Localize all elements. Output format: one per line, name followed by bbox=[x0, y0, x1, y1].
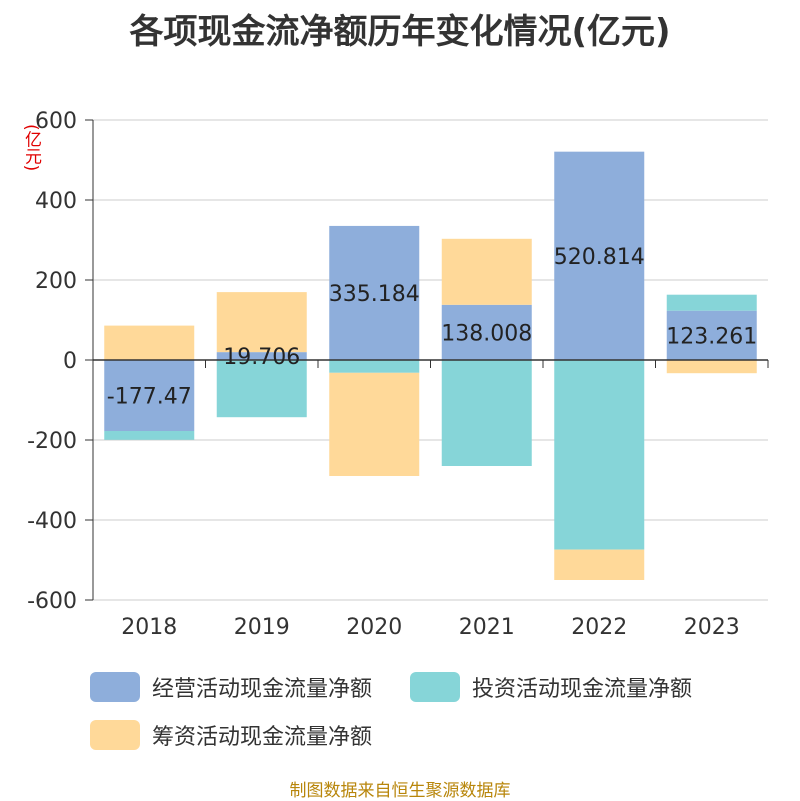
data-label: 335.184 bbox=[329, 282, 420, 307]
y-tick-label: 0 bbox=[63, 349, 77, 374]
y-axis-unit: (亿元) bbox=[21, 124, 41, 172]
y-tick-label: -200 bbox=[27, 429, 77, 454]
bar-segment bbox=[554, 549, 645, 580]
y-tick-label: -400 bbox=[27, 509, 77, 534]
bar-segment bbox=[441, 360, 532, 466]
bar-segment bbox=[104, 360, 195, 431]
bar-segment bbox=[554, 151, 645, 360]
legend-label-financing: 筹资活动现金流量净额 bbox=[152, 725, 373, 750]
legend-swatch-financing bbox=[90, 720, 140, 750]
bar-segment bbox=[441, 304, 532, 360]
data-label: 123.261 bbox=[666, 324, 757, 349]
bar-segment bbox=[441, 238, 532, 305]
x-tick-label: 2018 bbox=[121, 615, 177, 640]
x-tick-label: 2022 bbox=[571, 615, 627, 640]
bar-segment bbox=[329, 225, 420, 360]
y-tick-label: 200 bbox=[35, 269, 77, 294]
chart-title: 各项现金流净额历年变化情况(亿元) bbox=[129, 12, 671, 52]
y-tick-label: 400 bbox=[35, 189, 77, 214]
bar-segment bbox=[666, 360, 757, 374]
legend-item-financing[interactable]: 筹资活动现金流量净额 bbox=[90, 720, 372, 750]
legend-item-investing[interactable]: 投资活动现金流量净额 bbox=[410, 672, 692, 702]
legend-label-investing: 投资活动现金流量净额 bbox=[472, 677, 693, 702]
legend-swatch-investing bbox=[410, 672, 460, 702]
bar-segment bbox=[666, 294, 757, 311]
y-tick-label: -600 bbox=[27, 589, 77, 614]
bar-segment bbox=[104, 325, 195, 360]
legend-item-operating[interactable]: 经营活动现金流量净额 bbox=[90, 672, 372, 702]
bar-segment bbox=[329, 372, 420, 476]
x-tick-label: 2020 bbox=[346, 615, 402, 640]
data-label: 520.814 bbox=[554, 245, 645, 270]
bar-segment bbox=[666, 310, 757, 360]
bar-segment bbox=[104, 430, 195, 440]
legend-swatch-operating bbox=[90, 672, 140, 702]
x-tick-label: 2021 bbox=[459, 615, 515, 640]
data-source-note: 制图数据来自恒生聚源数据库 bbox=[289, 781, 511, 801]
bar-segment bbox=[329, 360, 420, 373]
x-tick-label: 2023 bbox=[684, 615, 740, 640]
bar-segment bbox=[216, 292, 307, 353]
data-label: 19.706 bbox=[223, 345, 300, 370]
data-label: 138.008 bbox=[441, 321, 532, 346]
bar-segment bbox=[216, 360, 307, 418]
bar-segment bbox=[554, 360, 645, 550]
y-tick-label: 600 bbox=[35, 109, 77, 134]
x-tick-label: 2019 bbox=[234, 615, 290, 640]
bar-segment bbox=[216, 352, 307, 360]
legend-label-operating: 经营活动现金流量净额 bbox=[152, 677, 373, 702]
data-label: -177.47 bbox=[107, 384, 192, 409]
stacked-bar-chart: 600 400 200 0 -200 -400 -600 2018 2019 2020 2021 20… bbox=[27, 109, 769, 640]
